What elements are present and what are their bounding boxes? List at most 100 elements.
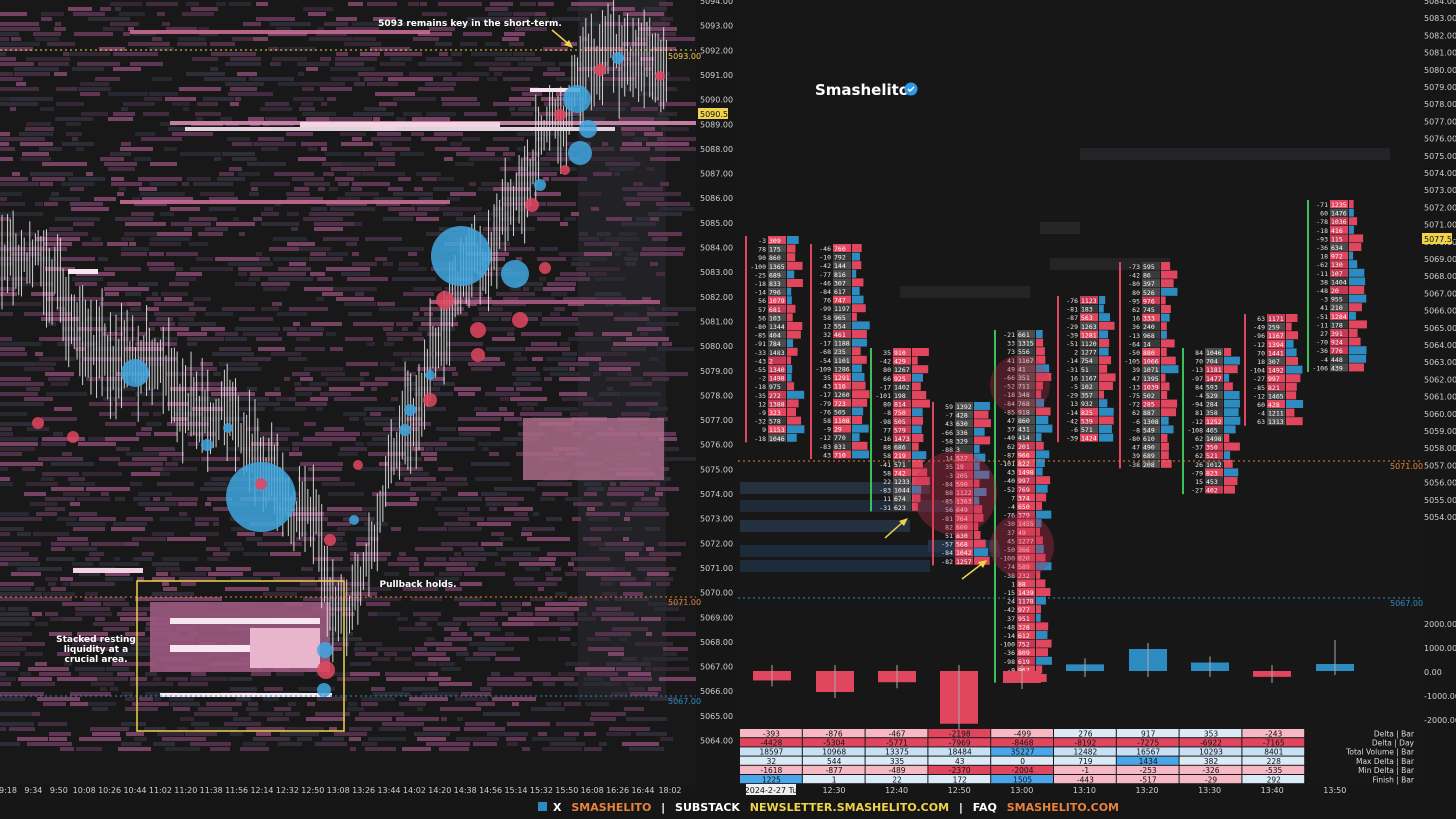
svg-text:-37: -37 (1191, 444, 1203, 452)
footer-faq-label: FAQ (973, 801, 997, 814)
svg-text:41: 41 (1007, 357, 1015, 365)
svg-text:88: 88 (883, 444, 891, 452)
svg-text:86: 86 (1143, 272, 1151, 280)
svg-text:760: 760 (834, 245, 846, 253)
svg-text:689: 689 (1143, 452, 1155, 460)
svg-text:1108: 1108 (834, 417, 850, 425)
svg-text:571: 571 (894, 461, 906, 469)
svg-text:14: 14 (945, 455, 953, 463)
svg-text:357: 357 (1081, 392, 1093, 400)
svg-text:82: 82 (945, 523, 953, 531)
footer-substack-url[interactable]: NEWSLETTER.SMASHELITO.COM (750, 801, 949, 814)
svg-text:-91: -91 (754, 340, 766, 348)
svg-text:307: 307 (1268, 358, 1280, 366)
svg-text:1046: 1046 (1206, 349, 1222, 357)
svg-text:73: 73 (1007, 348, 1015, 356)
left-price-tick: 5088.00 (700, 145, 733, 154)
svg-text:22: 22 (883, 478, 891, 486)
svg-text:329: 329 (956, 437, 968, 445)
table-cell (1116, 738, 1179, 747)
svg-text:539: 539 (1081, 417, 1093, 425)
svg-text:-8: -8 (883, 409, 891, 417)
delta-axis-tick: 2000.00 (1424, 620, 1456, 629)
volume-bubble (534, 179, 546, 191)
table-cell (1179, 738, 1242, 747)
svg-text:1122: 1122 (956, 489, 972, 497)
svg-text:-4: -4 (1195, 392, 1203, 400)
svg-text:1344: 1344 (769, 323, 785, 331)
footer-x-handle[interactable]: SMASHELITO (571, 801, 651, 814)
left-time-tick: 16:26 (606, 786, 629, 795)
annotation-pullback: Pullback holds. (379, 580, 456, 590)
table-cell-value: 276 (1078, 729, 1093, 738)
svg-text:-85: -85 (754, 332, 766, 340)
table-cell-value: 172 (953, 775, 968, 784)
table-cell-value: 18484 (948, 748, 972, 757)
svg-text:823: 823 (1206, 469, 1218, 477)
svg-text:1395: 1395 (1143, 375, 1159, 383)
svg-text:80: 80 (883, 366, 891, 374)
left-time-tick: 11:38 (200, 786, 223, 795)
svg-text:-31: -31 (879, 504, 891, 512)
volume-bubble (226, 462, 296, 532)
svg-text:90: 90 (758, 254, 766, 262)
svg-text:-78: -78 (1316, 218, 1328, 226)
svg-text:-84: -84 (941, 549, 953, 557)
footer: X SMASHELITO | SUBSTACK NEWSLETTER.SMASH… (538, 801, 1119, 814)
svg-text:578: 578 (769, 418, 781, 426)
left-time-tick: 14:56 (479, 786, 502, 795)
left-time-tick: 14:02 (403, 786, 426, 795)
left-price-tick: 5087.00 (700, 170, 733, 179)
svg-text:784: 784 (769, 340, 781, 348)
svg-text:742: 742 (894, 469, 906, 477)
table-cell (865, 765, 928, 774)
table-cell-value: 35227 (1011, 748, 1035, 757)
svg-text:1267: 1267 (894, 366, 910, 374)
svg-text:-50: -50 (1003, 546, 1015, 554)
svg-text:-66: -66 (1003, 374, 1015, 382)
svg-text:351: 351 (1018, 374, 1030, 382)
svg-text:1039: 1039 (1143, 383, 1159, 391)
left-level-label-high: 5093.00 (668, 52, 701, 61)
volume-bubble (399, 424, 411, 436)
svg-text:-72: -72 (1128, 401, 1140, 409)
right-price-tick: 5057.00 (1424, 461, 1456, 470)
table-cell (991, 765, 1053, 774)
annotation-liquidity-2: liquidity at a (64, 645, 129, 655)
svg-text:63: 63 (1257, 315, 1265, 323)
left-current-price: 5090.50 (700, 110, 733, 119)
right-price-tick: 5076.00 (1424, 135, 1456, 144)
svg-text:333: 333 (1143, 315, 1155, 323)
svg-text:58: 58 (823, 417, 831, 425)
volume-bubble (431, 226, 491, 286)
svg-text:38: 38 (1320, 278, 1328, 286)
svg-text:18: 18 (1320, 253, 1328, 261)
svg-text:205: 205 (956, 472, 968, 480)
svg-text:-12: -12 (1191, 418, 1203, 426)
right-price-tick: 5060.00 (1424, 410, 1456, 419)
svg-text:650: 650 (1018, 503, 1030, 511)
left-price-tick: 5085.00 (700, 219, 733, 228)
svg-text:453: 453 (1206, 478, 1218, 486)
svg-text:-42: -42 (819, 262, 831, 270)
svg-text:24: 24 (1007, 598, 1015, 606)
svg-text:-9: -9 (1007, 666, 1015, 674)
svg-text:-84: -84 (1003, 400, 1015, 408)
right-time-tick: 13:20 (1135, 786, 1158, 795)
svg-text:-101: -101 (875, 392, 891, 400)
volume-bubble (32, 417, 44, 429)
svg-text:-3: -3 (758, 237, 766, 245)
right-price-tick: 5072.00 (1424, 203, 1456, 212)
table-cell (991, 747, 1053, 756)
table-cell-value: -8468 (1012, 739, 1034, 748)
svg-text:-13: -13 (1128, 383, 1140, 391)
footer-faq-url[interactable]: SMASHELITO.COM (1007, 801, 1119, 814)
right-time-tick: 13:10 (1073, 786, 1096, 795)
svg-text:-9: -9 (758, 409, 766, 417)
volume-bubble (317, 683, 331, 697)
table-cell (991, 738, 1053, 747)
svg-text:1046: 1046 (769, 435, 785, 443)
volume-bubble (655, 71, 665, 81)
annotation-liquidity-3: crucial area. (65, 655, 128, 665)
delta-axis-tick: 1000.00 (1424, 644, 1456, 653)
